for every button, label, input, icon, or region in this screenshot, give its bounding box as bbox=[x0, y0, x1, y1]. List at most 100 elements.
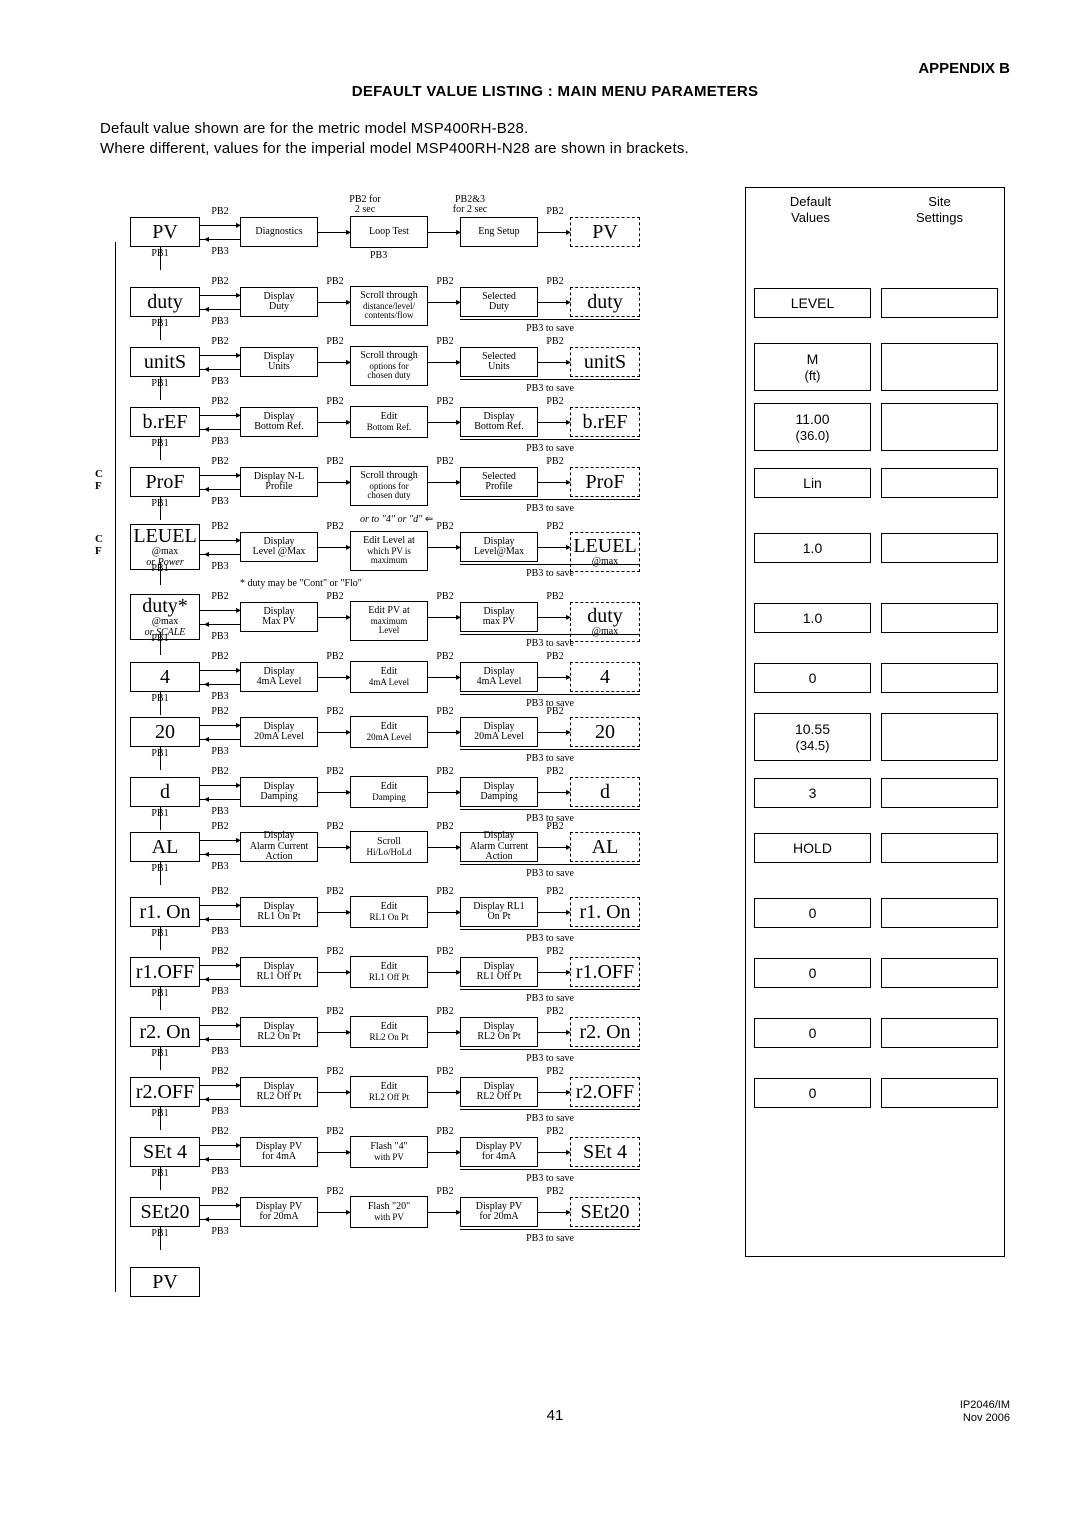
default-row: 10.55(34.5) bbox=[754, 713, 998, 761]
pb-label: PB2 bbox=[432, 457, 458, 467]
result-r1. On: r1. On bbox=[570, 897, 640, 927]
default-value: 11.00(36.0) bbox=[754, 403, 871, 451]
result-AL: AL bbox=[570, 832, 640, 862]
col-default-values: DefaultValues bbox=[746, 188, 875, 255]
param-ProF: ProF bbox=[130, 467, 200, 497]
col3-box: EditRL2 Off Pt bbox=[350, 1076, 428, 1108]
pb-label: PB2 bbox=[322, 277, 348, 287]
default-row: 11.00(36.0) bbox=[754, 403, 998, 451]
pb-label: PB2 bbox=[542, 767, 568, 777]
save-note: PB3 to save bbox=[460, 503, 640, 514]
save-note: PB3 to save bbox=[460, 1233, 640, 1244]
pb-label: PB2 bbox=[432, 652, 458, 662]
col-site-settings: SiteSettings bbox=[875, 188, 1004, 255]
flow-row-SEt20: SEt20Display PVfor 20mAFlash "20"with PV… bbox=[100, 1197, 730, 1247]
col3-box: Flash "4"with PV bbox=[350, 1136, 428, 1168]
default-row: 0 bbox=[754, 663, 998, 693]
col4-box: SelectedDuty bbox=[460, 287, 538, 317]
pb-label: PB2 bbox=[432, 337, 458, 347]
pb-label: PB2 bbox=[542, 592, 568, 602]
save-note: PB3 to save bbox=[460, 443, 640, 454]
pb-label: PB2 bbox=[432, 522, 458, 532]
col3-box: EditRL1 Off Pt bbox=[350, 956, 428, 988]
col2-box: Display N-LProfile bbox=[240, 467, 318, 497]
page: APPENDIX B DEFAULT VALUE LISTING : MAIN … bbox=[0, 0, 1080, 1444]
pb-label: PB2 bbox=[322, 822, 348, 832]
result-ProF: ProF bbox=[570, 467, 640, 497]
pb-label: PB3 bbox=[205, 562, 235, 572]
default-value: 0 bbox=[754, 1018, 871, 1048]
col4-box: DisplayRL2 On Pt bbox=[460, 1017, 538, 1047]
col4-box: Display20mA Level bbox=[460, 717, 538, 747]
result-r2. On: r2. On bbox=[570, 1017, 640, 1047]
param-unitS: unitS bbox=[130, 347, 200, 377]
default-value: M(ft) bbox=[754, 343, 871, 391]
default-value: 0 bbox=[754, 663, 871, 693]
col2-box: DisplayMax PV bbox=[240, 602, 318, 632]
col3-box: Edit4mA Level bbox=[350, 661, 428, 693]
pb-label: PB2 bbox=[432, 822, 458, 832]
pb-label: PB2 bbox=[205, 592, 235, 602]
pb-label: PB3 bbox=[205, 747, 235, 757]
col3-box: EditRL1 On Pt bbox=[350, 896, 428, 928]
table-header-row: DefaultValues SiteSettings bbox=[746, 188, 1004, 255]
flow-row-end: PV bbox=[100, 1267, 730, 1317]
pb-label: PB2 bbox=[205, 397, 235, 407]
pb-label: PB2 bbox=[322, 707, 348, 717]
default-value: 1.0 bbox=[754, 603, 871, 633]
pb-label: PB3 bbox=[205, 247, 235, 257]
col4-box: Displaymax PV bbox=[460, 602, 538, 632]
site-setting bbox=[881, 603, 998, 633]
pb-label: PB3 bbox=[205, 692, 235, 702]
pb-label: PB3 bbox=[205, 1107, 235, 1117]
param-PV: PV bbox=[130, 217, 200, 247]
pb-label: PB2 bbox=[542, 887, 568, 897]
pb-label: PB2 bbox=[542, 1187, 568, 1197]
pb-label: PB3 bbox=[205, 1227, 235, 1237]
defaults-table: DefaultValues SiteSettings LEVEL M(ft) 11.… bbox=[745, 187, 1005, 1257]
default-value: 1.0 bbox=[754, 533, 871, 563]
default-value: HOLD bbox=[754, 833, 871, 863]
col2-box: DisplayRL2 Off Pt bbox=[240, 1077, 318, 1107]
col3-box: Edit Level atwhich PV ismaximum bbox=[350, 531, 428, 571]
site-setting bbox=[881, 403, 998, 451]
col2-box: DisplayUnits bbox=[240, 347, 318, 377]
pb-label: PB2 bbox=[322, 767, 348, 777]
result-r2.OFF: r2.OFF bbox=[570, 1077, 640, 1107]
pb-label: PB2 bbox=[322, 1067, 348, 1077]
pb-label: PB2 bbox=[322, 1187, 348, 1197]
default-value: 0 bbox=[754, 958, 871, 988]
pb-label: PB2 bbox=[205, 822, 235, 832]
pb-label: PB2 bbox=[542, 277, 568, 287]
param-4: 4 bbox=[130, 662, 200, 692]
default-row: M(ft) bbox=[754, 343, 998, 391]
col2-box: DisplayAlarm CurrentAction bbox=[240, 832, 318, 862]
flow-row-d: dDisplayDampingEditDampingDisplayDamping… bbox=[100, 777, 730, 827]
col3-box: Scroll throughdistance/level/contents/fl… bbox=[350, 286, 428, 326]
default-row: LEVEL bbox=[754, 288, 998, 318]
col2-box: Display PVfor 20mA bbox=[240, 1197, 318, 1227]
save-note: PB3 to save bbox=[460, 638, 640, 649]
site-setting bbox=[881, 1018, 998, 1048]
site-setting bbox=[881, 958, 998, 988]
save-note: PB3 to save bbox=[460, 933, 640, 944]
pb-label: PB3 bbox=[205, 632, 235, 642]
col3-box: EditDamping bbox=[350, 776, 428, 808]
result-b.rEF: b.rEF bbox=[570, 407, 640, 437]
pb-label: PB2 bbox=[205, 767, 235, 777]
pb-label: PB2 bbox=[205, 707, 235, 717]
default-row: 1.0 bbox=[754, 533, 998, 563]
pb-label: PB2 bbox=[542, 457, 568, 467]
default-value: 10.55(34.5) bbox=[754, 713, 871, 761]
pb-label: PB2 bbox=[542, 652, 568, 662]
pb-label: PB2 bbox=[432, 592, 458, 602]
pb-label: PB2 bbox=[322, 652, 348, 662]
duty-note: * duty may be "Cont" or "Flo" bbox=[240, 578, 362, 589]
flow-row-r1. On: r1. OnDisplayRL1 On PtEditRL1 On PtDispl… bbox=[100, 897, 730, 947]
save-note: PB3 to save bbox=[460, 383, 640, 394]
pb-label: PB2 bbox=[205, 522, 235, 532]
site-setting bbox=[881, 343, 998, 391]
col4-box: SelectedProfile bbox=[460, 467, 538, 497]
default-row: 1.0 bbox=[754, 603, 998, 633]
param-d: d bbox=[130, 777, 200, 807]
